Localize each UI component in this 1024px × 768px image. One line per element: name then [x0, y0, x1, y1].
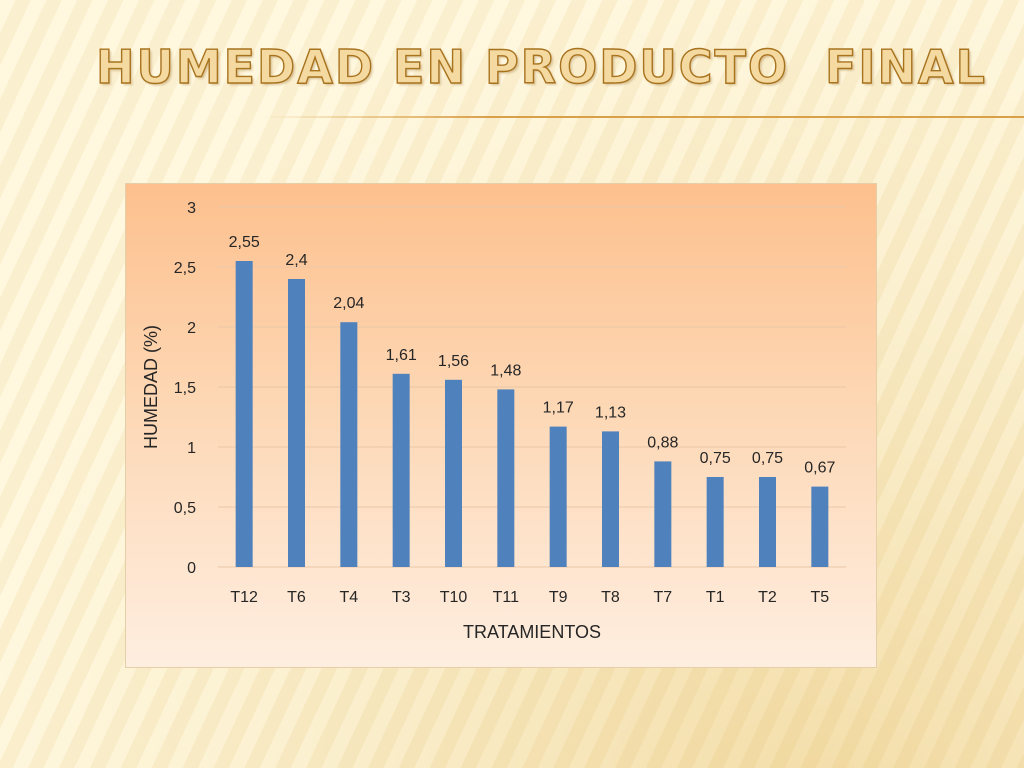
y-tick-label: 0,5 — [174, 500, 196, 517]
x-tick-label: T3 — [392, 589, 411, 606]
y-tick-label: 3 — [187, 200, 196, 217]
bar-T1 — [706, 477, 724, 567]
y-tick-label: 1 — [187, 440, 196, 457]
y-tick-label: 2,5 — [174, 260, 196, 277]
y-tick-label: 0 — [187, 560, 196, 577]
data-label: 1,61 — [386, 347, 417, 364]
x-tick-label: T10 — [440, 589, 468, 606]
bar-T8 — [602, 431, 619, 567]
bar-T6 — [288, 279, 305, 567]
data-label: 1,56 — [438, 353, 469, 370]
slide-title: HUMEDAD EN PRODUCTO FINAL — [95, 39, 987, 94]
data-label: 0,88 — [647, 434, 678, 451]
data-label: 0,67 — [804, 460, 835, 477]
bar-T12 — [235, 261, 253, 567]
x-tick-label: T1 — [706, 589, 725, 606]
x-tick-label: T5 — [810, 589, 829, 606]
bar-T5 — [811, 486, 829, 567]
bar-chart: 0 0,5 1 1,5 2 2,5 3 2,55 T12 2,4 T6 2,04 T4 1,61 T3 1,5… — [141, 200, 846, 642]
y-tick-label: 1,5 — [174, 380, 196, 397]
y-tick-label: 2 — [187, 320, 196, 337]
bar-T4 — [340, 322, 358, 567]
x-tick-label: T7 — [653, 589, 672, 606]
data-label: 2,55 — [229, 234, 260, 251]
x-tick-label: T11 — [493, 589, 519, 606]
data-label: 1,48 — [490, 362, 521, 379]
x-tick-label: T8 — [601, 589, 620, 606]
x-tick-label: T12 — [230, 589, 258, 606]
bar-T2 — [759, 477, 776, 567]
x-axis-title: TRATAMIENTOS — [463, 622, 601, 642]
data-label: 0,75 — [752, 450, 783, 467]
data-label: 2,04 — [333, 295, 364, 312]
data-label: 2,4 — [285, 252, 307, 269]
x-tick-label: T6 — [287, 589, 306, 606]
y-axis-title: HUMEDAD (%) — [141, 325, 161, 449]
data-label: 1,13 — [595, 404, 626, 421]
chart-area: 0 0,5 1 1,5 2 2,5 3 2,55 T12 2,4 T6 2,04 T4 1,61 T3 1,5… — [125, 183, 877, 668]
data-label: 0,75 — [700, 450, 731, 467]
x-tick-label: T4 — [339, 589, 358, 606]
bar-T3 — [392, 373, 410, 567]
bar-T9 — [549, 426, 567, 567]
title-underline — [262, 116, 1024, 118]
data-label: 1,17 — [543, 400, 574, 417]
bar-T10 — [445, 379, 462, 567]
bar-T11 — [497, 389, 515, 567]
bar-T7 — [654, 461, 672, 567]
x-tick-label: T9 — [549, 589, 568, 606]
x-tick-label: T2 — [758, 589, 777, 606]
